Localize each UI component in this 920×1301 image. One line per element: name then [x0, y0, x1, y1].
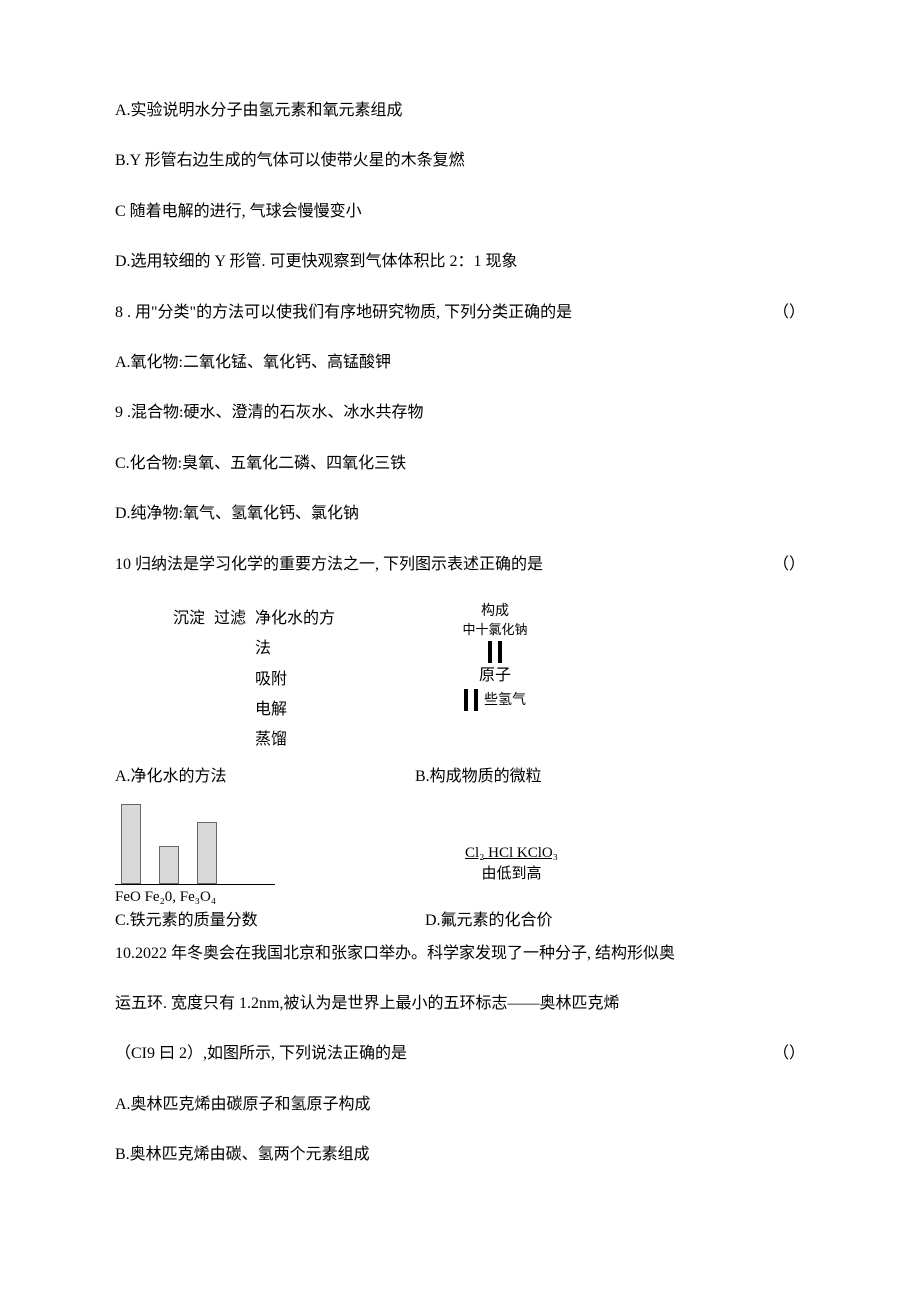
q10a-label-d: D.氟元素的化合价 — [425, 910, 553, 932]
diagram-b-sub: 中十氯化钠 — [415, 621, 575, 639]
method-3: 吸附 — [255, 665, 335, 695]
method-4: 电解 — [255, 695, 335, 725]
q10b-paren: （） — [773, 1043, 805, 1065]
diagram-b: 构成 中十氯化钠 原子 些氢气 — [415, 604, 575, 756]
diagram-d: Cl₂ HCl KClO₃ 由低到高 — [465, 843, 558, 885]
q10a-labels-cd: C.铁元素的质量分数 D.氟元素的化合价 — [115, 910, 805, 932]
box-a-title: 净化水的方法 — [255, 604, 335, 665]
diagram-d-line1: Cl₂ HCl KClO₃ — [465, 845, 558, 861]
barchart — [115, 800, 275, 885]
q10b-option-b: B.奥林匹克烯由碳、氢两个元素组成 — [115, 1144, 805, 1166]
q7-option-b: B.Y 形管右边生成的气体可以使带火星的木条复燃 — [115, 150, 805, 172]
q10a-label-b: B.构成物质的微粒 — [415, 766, 542, 788]
q10a-stem-row: 10 归纳法是学习化学的重要方法之一, 下列图示表述正确的是 （） — [115, 554, 805, 576]
q8-paren: （） — [773, 302, 805, 324]
barchart-xlabels-row: FeO Fe₂0, Fe₃O₄ — [115, 887, 805, 908]
barchart-xlabels: FeO Fe₂0, Fe₃O₄ — [115, 887, 216, 908]
q10a-diagrams-cd: Cl₂ HCl KClO₃ 由低到高 — [115, 800, 805, 885]
q10a-stem: 10 归纳法是学习化学的重要方法之一, 下列图示表述正确的是 — [115, 554, 765, 576]
q7-option-d: D.选用较细的 Y 形管. 可更快观察到气体体积比 2：1 现象 — [115, 251, 805, 273]
q8-option-c: C.化合物:臭氧、五氧化二磷、四氧化三铁 — [115, 453, 805, 475]
q10b-line3-row: （CI9 曰 2）,如图所示, 下列说法正确的是 （） — [115, 1043, 805, 1065]
vbar-top — [415, 639, 575, 665]
q10b-line1: 10.2022 年冬奥会在我国北京和张家口举办。科学家发现了一种分子, 结构形似… — [115, 943, 805, 965]
q10a-label-c: C.铁元素的质量分数 — [115, 910, 425, 932]
q10a-labels-ab: A.净化水的方法 B.构成物质的微粒 — [115, 766, 805, 788]
diagram-b-right: 些氢气 — [484, 691, 526, 711]
q8-option-b: 9 .混合物:硬水、澄清的石灰水、冰水共存物 — [115, 402, 805, 424]
q10a-diagrams-ab: 沉淀 过滤 净化水的方法 吸附 电解 蒸馏 构成 中十氯化钠 原子 些氢气 — [115, 604, 805, 756]
diagram-a: 沉淀 过滤 净化水的方法 吸附 电解 蒸馏 — [135, 604, 335, 756]
method-5: 蒸馏 — [255, 725, 335, 755]
q8-stem-row: 8 . 用"分类"的方法可以使我们有序地研究物质, 下列分类正确的是 （） — [115, 302, 805, 324]
bar-3 — [197, 822, 217, 884]
q10b-line3: （CI9 曰 2）,如图所示, 下列说法正确的是 — [115, 1043, 765, 1065]
bar-2 — [159, 846, 179, 884]
q10a-paren: （） — [773, 554, 805, 576]
q8-stem: 8 . 用"分类"的方法可以使我们有序地研究物质, 下列分类正确的是 — [115, 302, 765, 324]
diagram-d-line2: 由低到高 — [465, 864, 558, 885]
q10b-option-a: A.奥林匹克烯由碳原子和氢原子构成 — [115, 1094, 805, 1116]
method-2: 过滤 — [205, 604, 255, 634]
q7-option-a: A.实验说明水分子由氢元素和氧元素组成 — [115, 100, 805, 122]
diagram-b-mid: 原子 — [479, 665, 511, 687]
method-1: 沉淀 — [135, 604, 205, 634]
q8-option-a: A.氧化物:二氧化锰、氧化钙、高锰酸钾 — [115, 352, 805, 374]
q7-option-c: C 随着电解的进行, 气球会慢慢变小 — [115, 201, 805, 223]
q10b-line2: 运五环. 宽度只有 1.2nm,被认为是世界上最小的五环标志——奥林匹克烯 — [115, 993, 805, 1015]
bar-1 — [121, 804, 141, 884]
q8-option-d: D.纯净物:氧气、氢氧化钙、氯化钠 — [115, 503, 805, 525]
q10a-label-a: A.净化水的方法 — [115, 766, 395, 788]
diagram-c — [115, 800, 275, 885]
diagram-b-top: 构成 — [415, 604, 575, 621]
vbar-bottom — [464, 687, 478, 713]
